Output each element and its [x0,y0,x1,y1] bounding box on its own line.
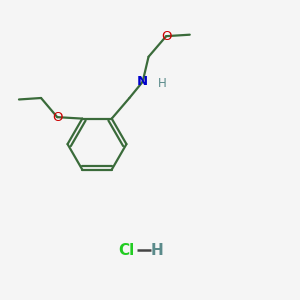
Text: O: O [161,30,171,43]
Text: N: N [137,75,148,88]
Text: Cl: Cl [118,243,135,258]
Text: O: O [52,111,62,124]
Text: H: H [158,77,166,90]
Text: H: H [151,243,164,258]
